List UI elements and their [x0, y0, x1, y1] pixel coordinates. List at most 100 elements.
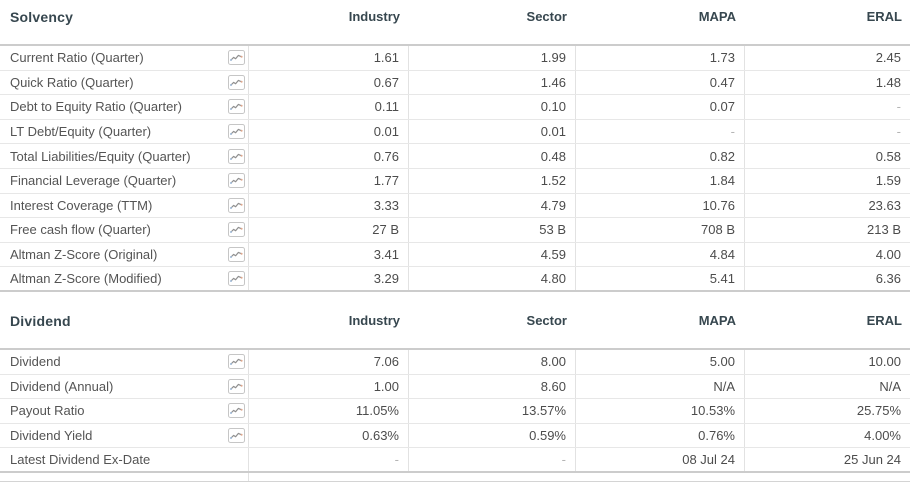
cell-value-sector: 53 B — [408, 218, 575, 242]
section-table: Current Ratio (Quarter) 1.61 1.99 1.73 2… — [0, 44, 910, 292]
metric-label-cell: Total Liabilities/Equity (Quarter) — [0, 144, 248, 168]
section-header-row: Dividend Industry Sector MAPA ERAL — [0, 304, 910, 348]
sparkline-chart-icon[interactable] — [227, 124, 246, 140]
metric-label-cell: Altman Z-Score (Modified) — [0, 267, 248, 290]
cell-value-eral: - — [744, 119, 910, 144]
cell-value-eral: 2.45 — [744, 46, 910, 70]
cell-value-industry: 3.29 — [248, 267, 408, 290]
metric-label: Debt to Equity Ratio (Quarter) — [10, 99, 182, 115]
cell-value-industry: - — [248, 448, 408, 471]
cell-value-industry: 3.33 — [248, 193, 408, 218]
column-header-sector: Sector — [526, 312, 567, 328]
sparkline-chart-icon[interactable] — [227, 403, 246, 419]
cell-value-eral: 4.00 — [744, 242, 910, 267]
cell-value-sector: - — [408, 448, 575, 471]
sparkline-chart-icon[interactable] — [227, 378, 246, 394]
section-title: Solvency — [10, 9, 74, 25]
metric-label: Dividend Yield — [10, 428, 93, 444]
cell-value-sector: 8.00 — [408, 349, 575, 374]
table-row: Dividend (Annual) 1.00 8.60 N/A N/A — [0, 374, 910, 400]
cell-value-sector: 0.59% — [408, 423, 575, 448]
metric-label: Current Ratio (Quarter) — [10, 50, 144, 66]
cell-value-mapa: 0.07 — [575, 95, 744, 119]
column-header-eral: ERAL — [866, 312, 902, 328]
metric-label: Latest Dividend Ex-Date — [10, 452, 151, 468]
table-row: Payout Ratio 11.05% 13.57% 10.53% 25.75% — [0, 399, 910, 424]
metric-label: Free cash flow (Quarter) — [10, 222, 151, 238]
metric-label-cell: Payout Ratio — [0, 399, 248, 423]
metric-label: Altman Z-Score (Original) — [10, 247, 158, 263]
metric-label-cell: Financial Leverage (Quarter) — [0, 169, 248, 193]
metric-label: Dividend — [10, 354, 61, 370]
cell-value-sector: 0.01 — [408, 119, 575, 144]
cell-value-industry: 0.11 — [248, 95, 408, 119]
sparkline-chart-icon[interactable] — [227, 222, 246, 238]
cell-value-eral: 0.58 — [744, 144, 910, 168]
table-row: Financial Leverage (Quarter) 1.77 1.52 1… — [0, 168, 910, 194]
table-row: Debt to Equity Ratio (Quarter) 0.11 0.10… — [0, 95, 910, 120]
metric-label-cell: Quick Ratio (Quarter) — [0, 71, 248, 95]
cell-value-sector: 4.79 — [408, 193, 575, 218]
cell-value-mapa: 5.41 — [575, 267, 744, 290]
cell-value-mapa: - — [575, 119, 744, 144]
cell-value-sector: 1.46 — [408, 70, 575, 95]
cell-value-eral: N/A — [744, 374, 910, 399]
cell-value-mapa: 10.53% — [575, 399, 744, 423]
cell-value-industry: 0.76 — [248, 144, 408, 168]
metric-label-cell: Free cash flow (Quarter) — [0, 218, 248, 242]
cell-value-mapa: 4.84 — [575, 242, 744, 267]
table-row: Interest Coverage (TTM) 3.33 4.79 10.76 … — [0, 193, 910, 219]
column-header-sector: Sector — [526, 9, 567, 24]
cell-value-sector: 4.80 — [408, 267, 575, 290]
metric-label: Interest Coverage (TTM) — [10, 197, 153, 213]
sparkline-chart-icon[interactable] — [227, 271, 246, 287]
sparkline-chart-icon[interactable] — [227, 74, 246, 90]
table-row: Altman Z-Score (Original) 3.41 4.59 4.84… — [0, 242, 910, 268]
column-header-industry: Industry — [348, 312, 400, 328]
cell-value-sector: 1.99 — [408, 46, 575, 70]
sparkline-chart-icon[interactable] — [227, 197, 246, 213]
section-table: Dividend 7.06 8.00 5.00 10.00 Dividend (… — [0, 347, 910, 473]
section-title: Dividend — [10, 312, 71, 329]
metric-label-cell: Debt to Equity Ratio (Quarter) — [0, 95, 248, 119]
metric-label-cell: Dividend — [0, 350, 248, 374]
sparkline-chart-icon[interactable] — [227, 50, 246, 66]
metric-label: Quick Ratio (Quarter) — [10, 74, 134, 90]
metric-label: LT Debt/Equity (Quarter) — [10, 124, 152, 140]
cell-value-eral: 23.63 — [744, 193, 910, 218]
metric-label: Payout Ratio — [10, 403, 85, 419]
cell-value-mapa: 708 B — [575, 218, 744, 242]
cell-value-sector: 0.10 — [408, 95, 575, 119]
metric-label: Altman Z-Score (Modified) — [10, 271, 162, 287]
cell-value-industry: 1.77 — [248, 168, 408, 193]
cell-value-eral: 1.59 — [744, 168, 910, 193]
cell-value-mapa: 1.84 — [575, 168, 744, 193]
sparkline-chart-icon[interactable] — [227, 148, 246, 164]
column-header-industry: Industry — [348, 9, 400, 24]
sparkline-chart-icon[interactable] — [227, 99, 246, 115]
metric-label-cell: LT Debt/Equity (Quarter) — [0, 120, 248, 144]
sparkline-chart-icon[interactable] — [227, 354, 246, 370]
sparkline-chart-icon[interactable] — [227, 173, 246, 189]
cell-value-sector: 0.48 — [408, 144, 575, 168]
metric-label: Dividend (Annual) — [10, 378, 114, 394]
column-divider — [248, 472, 249, 481]
cell-value-mapa: 1.73 — [575, 46, 744, 70]
sparkline-chart-icon[interactable] — [227, 428, 246, 444]
cell-value-sector: 1.52 — [408, 168, 575, 193]
cell-value-sector: 13.57% — [408, 399, 575, 423]
table-row: Dividend Yield 0.63% 0.59% 0.76% 4.00% — [0, 423, 910, 449]
sparkline-chart-icon[interactable] — [227, 247, 246, 263]
metric-label-cell: Dividend (Annual) — [0, 375, 248, 399]
cell-value-mapa: 5.00 — [575, 349, 744, 374]
cell-value-sector: 4.59 — [408, 242, 575, 267]
table-row: Dividend 7.06 8.00 5.00 10.00 — [0, 349, 910, 375]
column-header-eral: ERAL — [866, 9, 902, 24]
metric-label-cell: Current Ratio (Quarter) — [0, 46, 248, 70]
column-header-mapa: MAPA — [698, 9, 736, 24]
cell-value-eral: 213 B — [744, 218, 910, 242]
table-row: Latest Dividend Ex-Date - - 08 Jul 24 25… — [0, 448, 910, 473]
metric-label-cell: Dividend Yield — [0, 424, 248, 448]
metric-label-cell: Interest Coverage (TTM) — [0, 194, 248, 218]
